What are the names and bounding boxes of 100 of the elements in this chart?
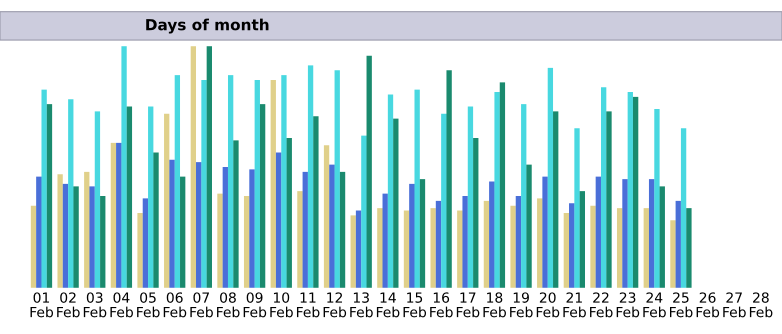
bar [36, 176, 42, 288]
bar [68, 99, 74, 288]
bar [468, 106, 474, 288]
bar [297, 191, 303, 288]
bar [217, 194, 223, 288]
x-tick-label: 03 Feb [84, 292, 106, 318]
bar [121, 46, 127, 288]
bar [100, 196, 106, 288]
bar [377, 208, 383, 288]
x-tick-label: 19 Feb [510, 292, 533, 318]
bar [276, 152, 282, 288]
bar [334, 70, 340, 288]
bar [313, 116, 319, 288]
x-tick-label: 06 Feb [164, 292, 186, 318]
x-tick-label: 01 Feb [30, 292, 54, 318]
bar [628, 92, 633, 288]
bar [564, 212, 570, 288]
bar [622, 179, 628, 288]
bar [382, 194, 388, 288]
x-tick-label: 22 Feb [590, 292, 613, 318]
bar [654, 108, 660, 288]
bar [553, 111, 558, 288]
bar [473, 138, 478, 288]
chart-title: Days of month [146, 18, 268, 34]
x-tick-label: 04 Feb [110, 292, 133, 318]
bar [366, 56, 372, 288]
bar [41, 90, 47, 288]
bar [494, 92, 500, 288]
bar [644, 208, 649, 288]
bar [254, 80, 260, 288]
bar [580, 191, 586, 288]
bar [174, 75, 180, 288]
bar [616, 208, 622, 288]
x-tick-label: 13 Feb [350, 292, 373, 318]
bar [350, 215, 356, 288]
bar [206, 46, 212, 288]
bar [600, 87, 606, 288]
x-tick-label: 08 Feb [217, 292, 240, 318]
bar [110, 142, 116, 288]
bar [142, 198, 148, 288]
bar [153, 152, 159, 288]
bar [569, 203, 574, 288]
bar [606, 111, 612, 288]
bar [388, 94, 394, 288]
bar [62, 184, 68, 288]
bar [116, 142, 122, 288]
bar [574, 128, 580, 288]
x-tick-label: 07 Feb [190, 292, 213, 318]
x-tick-label: 20 Feb [536, 292, 560, 318]
bar [249, 169, 255, 288]
bar [590, 206, 596, 288]
bar [500, 82, 506, 288]
bar [660, 186, 665, 288]
x-tick-label: 05 Feb [137, 292, 160, 318]
bar [648, 179, 654, 288]
bar [329, 164, 335, 288]
bar [356, 210, 362, 288]
x-tick-label: 14 Feb [376, 292, 400, 318]
bar [84, 172, 90, 288]
x-tick-label: 09 Feb [244, 292, 266, 318]
bar [521, 104, 526, 288]
bar [420, 179, 426, 288]
bar [180, 176, 186, 288]
bar [324, 145, 330, 288]
bar [302, 172, 308, 288]
bar [169, 160, 175, 288]
bar [542, 176, 548, 288]
bar [393, 118, 398, 288]
x-tick-label: 28 Feb [750, 292, 772, 318]
bar [228, 75, 234, 288]
bar [409, 184, 414, 288]
x-tick-label: 18 Feb [483, 292, 506, 318]
bar [596, 176, 601, 288]
bar [404, 210, 410, 288]
bar [340, 172, 346, 288]
bar [537, 198, 542, 288]
x-tick-label: 15 Feb [404, 292, 426, 318]
bar [516, 196, 522, 288]
x-tick-label: 17 Feb [456, 292, 480, 318]
bar [46, 104, 52, 288]
x-tick-label: 21 Feb [563, 292, 586, 318]
bar [680, 128, 686, 288]
bar [457, 210, 462, 288]
bar [201, 80, 207, 288]
bar [270, 80, 276, 288]
bar [137, 212, 143, 288]
x-tick-label: 27 Feb [723, 292, 746, 318]
bar [686, 208, 692, 288]
bar [196, 162, 202, 288]
bar [73, 186, 79, 288]
bar [30, 206, 36, 288]
x-tick-label: 12 Feb [324, 292, 346, 318]
bar [462, 196, 468, 288]
x-tick-label: 10 Feb [270, 292, 293, 318]
x-tick-label: 16 Feb [430, 292, 453, 318]
bar [441, 114, 446, 288]
x-tick-label: 25 Feb [670, 292, 692, 318]
bar [489, 182, 494, 288]
bar [126, 106, 132, 288]
bar [308, 65, 314, 288]
